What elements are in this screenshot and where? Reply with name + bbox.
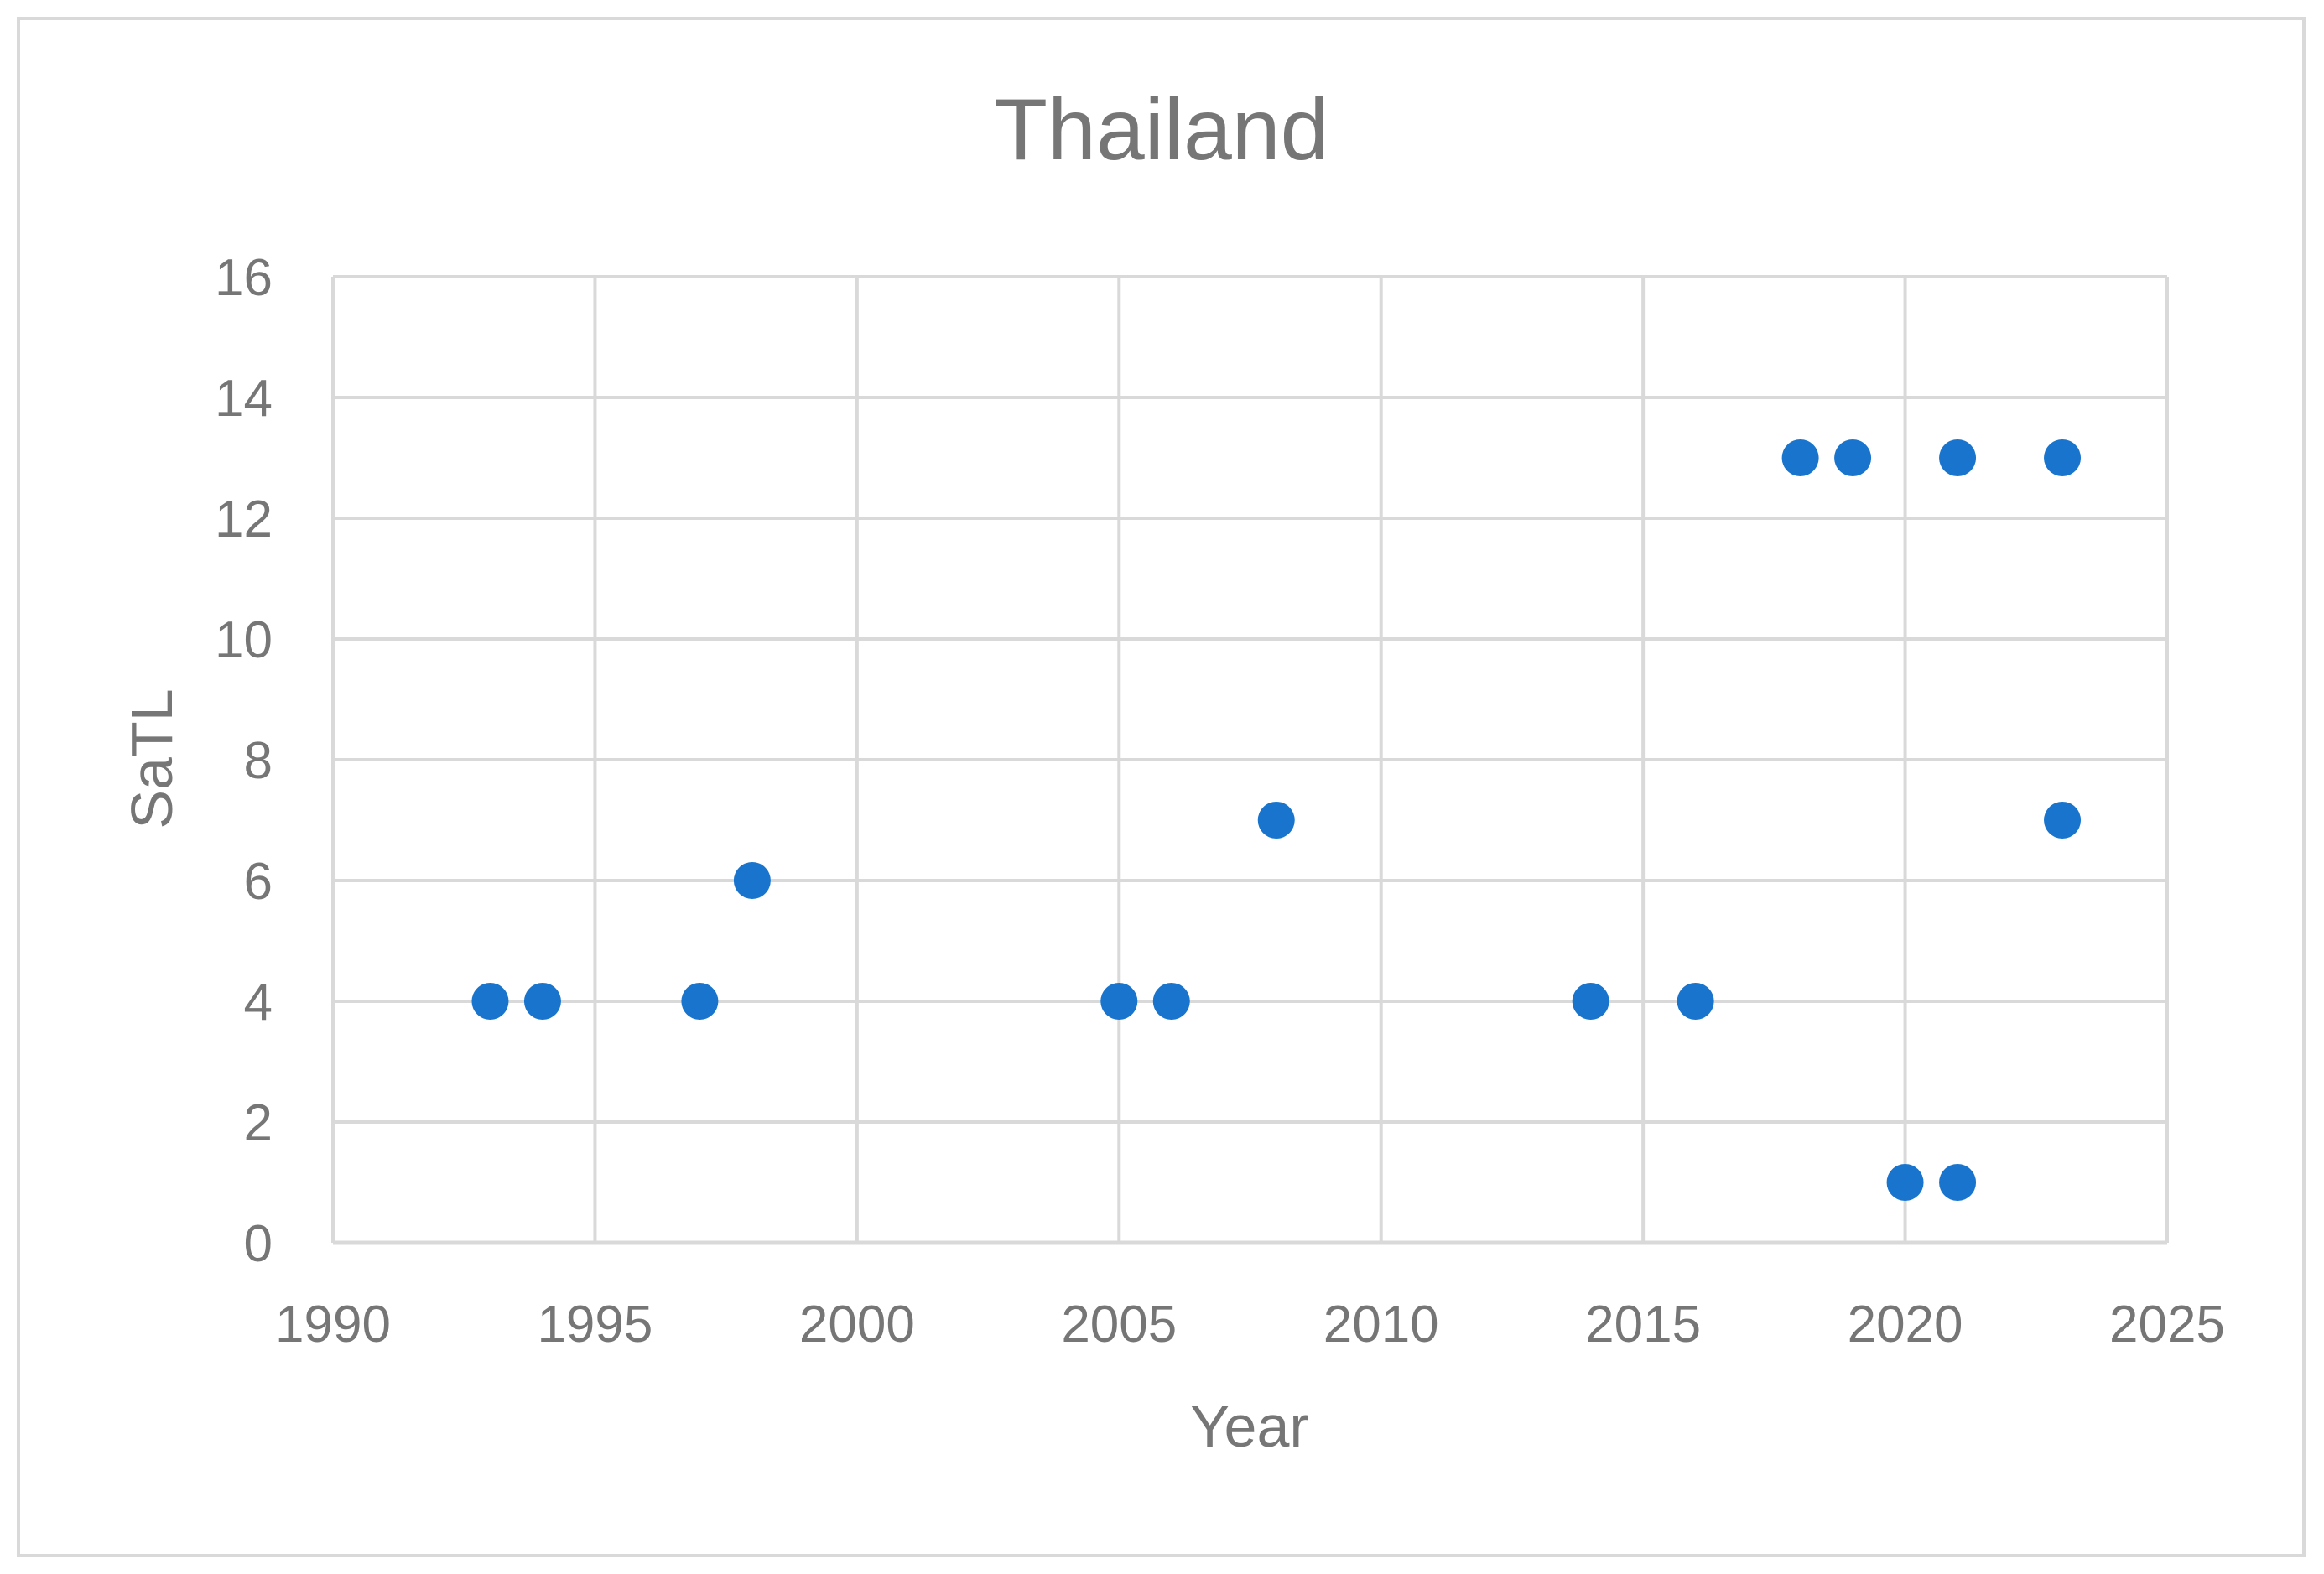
tick-labels: 0 2 4 6 8 10 12 14 16 1990 1995 2000 2005 2010 2015 202…: [215, 249, 2225, 1353]
data-point: [733, 862, 771, 899]
x-tick-label: 2025: [2109, 1296, 2225, 1353]
data-point: [1939, 1164, 1977, 1201]
data-point: [523, 983, 561, 1020]
y-tick-label: 12: [215, 491, 273, 548]
y-tick-label: 2: [244, 1094, 273, 1152]
data-point: [1100, 983, 1138, 1020]
data-point: [1886, 1164, 1924, 1201]
y-tick-label: 10: [215, 611, 273, 669]
y-axis-title: SaTL: [119, 688, 185, 829]
gridlines: [331, 275, 2169, 1245]
x-tick-label: 1995: [537, 1296, 652, 1353]
data-point: [1781, 439, 1819, 476]
data-points: [471, 439, 2082, 1201]
y-tick-label: 14: [215, 370, 273, 428]
data-point: [1257, 802, 1295, 839]
y-tick-label: 6: [244, 853, 273, 911]
x-axis-title: Year: [1190, 1394, 1308, 1459]
x-tick-label: 2005: [1061, 1296, 1177, 1353]
data-point: [1677, 983, 1714, 1020]
y-tick-label: 0: [244, 1215, 273, 1273]
data-point: [1939, 439, 1977, 476]
y-tick-label: 8: [244, 732, 273, 790]
x-tick-label: 2000: [799, 1296, 915, 1353]
data-point: [471, 983, 509, 1020]
data-point: [681, 983, 719, 1020]
chart-frame: [17, 17, 2306, 1557]
data-point: [2044, 439, 2082, 476]
y-tick-label: 4: [244, 974, 273, 1031]
data-point: [2044, 802, 2082, 839]
chart-title: Thailand: [995, 81, 1329, 179]
x-tick-label: 1990: [275, 1296, 391, 1353]
x-tick-label: 2010: [1323, 1296, 1439, 1353]
x-tick-label: 2020: [1848, 1296, 1963, 1353]
data-point: [1572, 983, 1609, 1020]
data-point: [1152, 983, 1190, 1020]
y-tick-label: 16: [215, 249, 273, 307]
x-tick-label: 2015: [1585, 1296, 1701, 1353]
data-point: [1834, 439, 1872, 476]
